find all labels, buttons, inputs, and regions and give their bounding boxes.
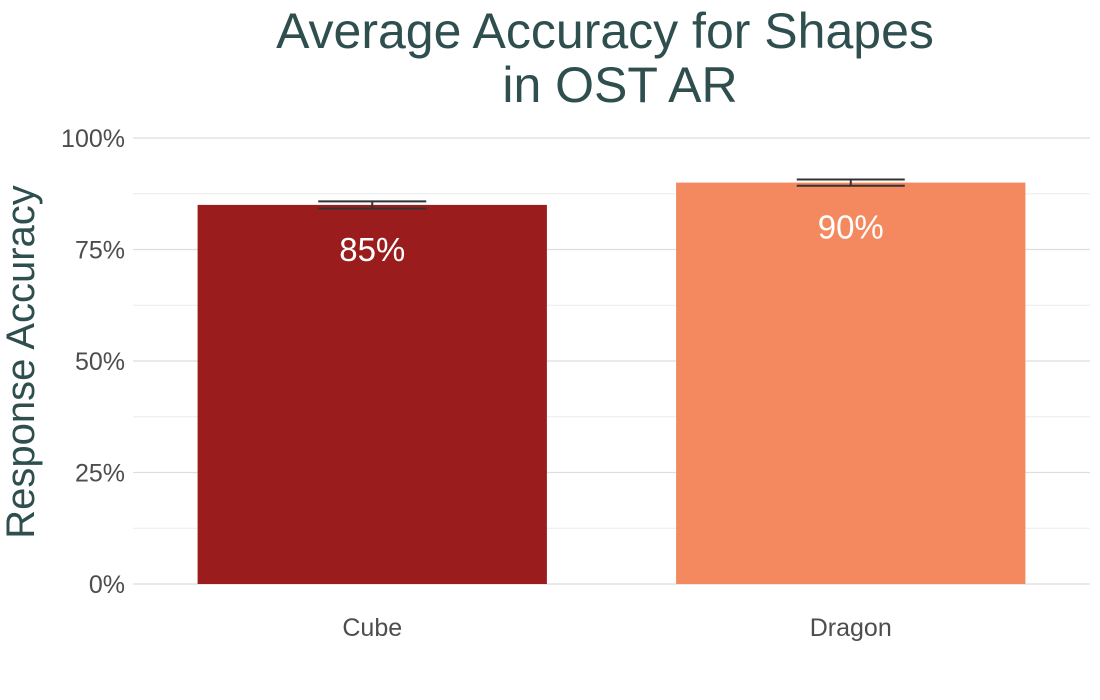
- y-axis-label: Response Accuracy: [0, 185, 43, 539]
- chart-title-line-2: in OST AR: [502, 57, 737, 113]
- y-tick-label: 25%: [75, 460, 125, 488]
- error-bars: [318, 178, 905, 210]
- data-labels: 85% 90%: [339, 209, 884, 268]
- x-tick-label: Dragon: [810, 614, 892, 642]
- y-tick-label: 100%: [61, 125, 125, 153]
- data-label: 85%: [339, 231, 405, 268]
- y-tick-label: 50%: [75, 348, 125, 376]
- x-tick-label: Cube: [342, 614, 402, 642]
- bars: [197, 182, 1026, 584]
- data-label: 90%: [818, 209, 884, 246]
- y-tick-label: 0%: [89, 571, 125, 599]
- bar-dragon: [676, 182, 1026, 584]
- y-axis-ticks: 0% 25% 50% 75% 100%: [61, 125, 125, 599]
- x-axis-ticks: Cube Dragon: [342, 614, 891, 642]
- chart-title-line-1: Average Accuracy for Shapes: [276, 3, 934, 59]
- y-tick-label: 75%: [75, 237, 125, 265]
- bar-cube: [197, 204, 547, 584]
